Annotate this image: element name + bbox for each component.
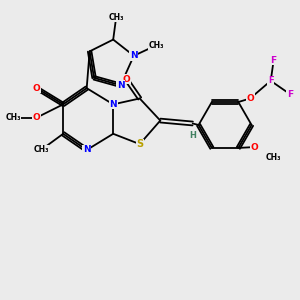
Text: F: F: [287, 90, 293, 99]
Text: N: N: [110, 100, 117, 109]
Text: CH₃: CH₃: [148, 41, 164, 50]
Text: O: O: [251, 142, 258, 152]
Text: N: N: [117, 81, 124, 90]
Text: CH₃: CH₃: [33, 146, 49, 154]
Text: O: O: [246, 94, 254, 103]
Text: F: F: [271, 56, 277, 65]
Text: H: H: [189, 131, 196, 140]
Text: S: S: [136, 139, 143, 149]
Text: N: N: [83, 146, 91, 154]
Text: CH₃: CH₃: [5, 113, 21, 122]
Text: O: O: [123, 75, 130, 84]
Text: F: F: [268, 76, 274, 85]
Text: O: O: [33, 84, 41, 93]
Text: O: O: [33, 113, 41, 122]
Text: CH₃: CH₃: [266, 153, 281, 162]
Text: N: N: [130, 51, 138, 60]
Text: CH₃: CH₃: [108, 13, 124, 22]
